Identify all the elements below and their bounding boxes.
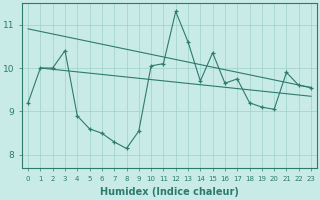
X-axis label: Humidex (Indice chaleur): Humidex (Indice chaleur) [100, 187, 239, 197]
